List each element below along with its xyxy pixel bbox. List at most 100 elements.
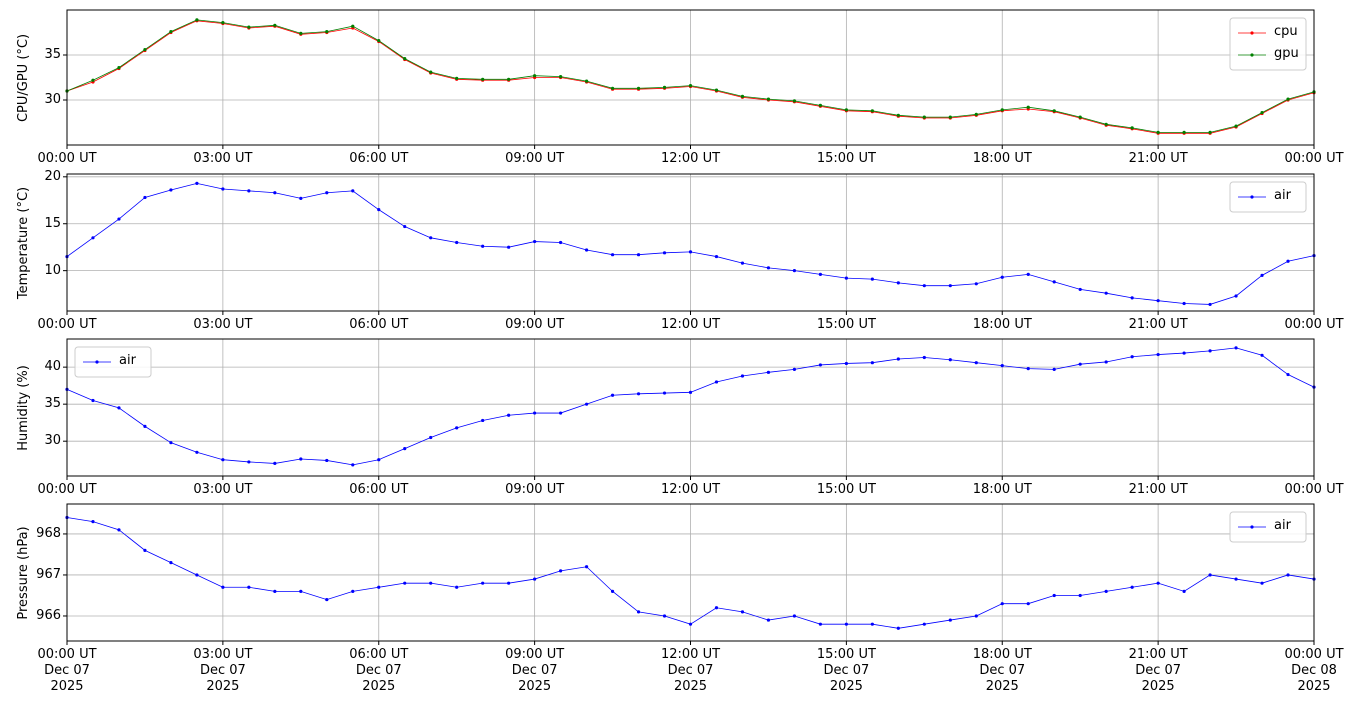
data-point [1234, 124, 1238, 128]
data-point [1130, 355, 1134, 359]
data-point [844, 622, 848, 626]
data-point [429, 70, 433, 74]
data-point [766, 618, 771, 622]
data-point [844, 361, 848, 366]
y-axis-label: Humidity (%) [16, 364, 31, 451]
data-point [91, 236, 95, 240]
data-point [714, 88, 719, 92]
data-point [870, 109, 874, 113]
data-point [1000, 602, 1004, 606]
data-point [351, 589, 355, 593]
data-point [636, 253, 641, 257]
legend-label: air [1274, 518, 1291, 533]
data-point [792, 99, 797, 103]
data-point [844, 108, 848, 112]
x-tick-label: 00:00 UT Dec 07 2025 [37, 647, 97, 694]
data-point [1000, 364, 1004, 368]
data-point [507, 581, 511, 585]
y-tick-label: 40 [44, 359, 61, 375]
x-tick-label: 21:00 UT [1128, 482, 1188, 497]
x-tick-label: 15:00 UT [816, 317, 876, 332]
plot-frame [66, 503, 1315, 642]
x-tick-label: 18:00 UT [972, 317, 1032, 332]
data-point [662, 251, 667, 255]
plot-frame [66, 173, 1315, 312]
data-point [818, 103, 822, 107]
data-point [1026, 602, 1030, 606]
data-point [740, 261, 745, 265]
data-point [169, 561, 173, 565]
data-point [221, 585, 225, 589]
legend-box [1229, 181, 1307, 213]
x-tick-label: 00:00 UT [1284, 151, 1344, 166]
data-point [143, 48, 147, 52]
data-point [922, 355, 926, 360]
plot-frame [66, 338, 1315, 477]
legend-marker [1250, 53, 1254, 57]
data-point [818, 363, 822, 367]
data-point [1026, 367, 1030, 371]
data-point [247, 189, 251, 193]
data-point [481, 418, 485, 423]
data-point [1182, 130, 1186, 134]
legend-label: gpu [1274, 46, 1299, 61]
data-point [559, 240, 563, 245]
y-tick-label: 966 [36, 607, 61, 623]
x-tick-label: 06:00 UT [349, 317, 409, 332]
data-point [1182, 589, 1186, 593]
data-point [948, 115, 952, 119]
data-point [1286, 573, 1290, 577]
data-point [1000, 275, 1004, 279]
data-point [533, 239, 537, 244]
data-point [559, 75, 563, 79]
data-point [766, 370, 771, 374]
x-tick-label: 21:00 UT Dec 07 2025 [1128, 647, 1188, 694]
legend-box [74, 346, 152, 378]
data-point [792, 367, 797, 371]
data-point [117, 406, 121, 410]
y-axis-label: CPU/GPU (°C) [16, 33, 31, 122]
data-point [273, 461, 277, 466]
data-point [818, 622, 822, 626]
data-point [766, 266, 771, 270]
data-point [247, 585, 251, 589]
data-point [91, 520, 95, 524]
data-point [559, 569, 563, 573]
data-point [429, 236, 433, 240]
data-point [1052, 593, 1056, 598]
data-point [221, 21, 225, 25]
data-point [922, 284, 926, 288]
data-point [688, 390, 693, 394]
data-point [870, 361, 874, 365]
data-point [299, 589, 303, 593]
data-point [481, 77, 485, 81]
x-tick-label: 00:00 UT [37, 482, 97, 497]
data-point [688, 622, 693, 626]
data-point [792, 269, 797, 273]
x-tick-label: 21:00 UT [1128, 151, 1188, 166]
data-point [610, 86, 615, 90]
data-point [91, 398, 95, 403]
x-tick-label: 09:00 UT [505, 482, 565, 497]
data-point [1156, 299, 1160, 303]
data-point [974, 282, 978, 286]
data-point [662, 391, 667, 395]
data-point [195, 18, 199, 22]
data-point [896, 626, 900, 630]
x-tick-label: 00:00 UT [37, 151, 97, 166]
data-point [429, 581, 433, 585]
data-point [169, 441, 173, 445]
x-tick-label: 12:00 UT [660, 151, 721, 166]
data-point [143, 548, 147, 552]
y-tick-label: 10 [44, 262, 61, 278]
data-point [1078, 115, 1082, 119]
data-point [896, 357, 900, 361]
data-point [299, 31, 303, 35]
data-point [610, 589, 615, 593]
data-point [922, 622, 926, 626]
data-point [636, 392, 641, 396]
data-point [455, 240, 459, 245]
x-tick-label: 12:00 UT Dec 07 2025 [660, 647, 721, 694]
data-point [1260, 111, 1264, 115]
